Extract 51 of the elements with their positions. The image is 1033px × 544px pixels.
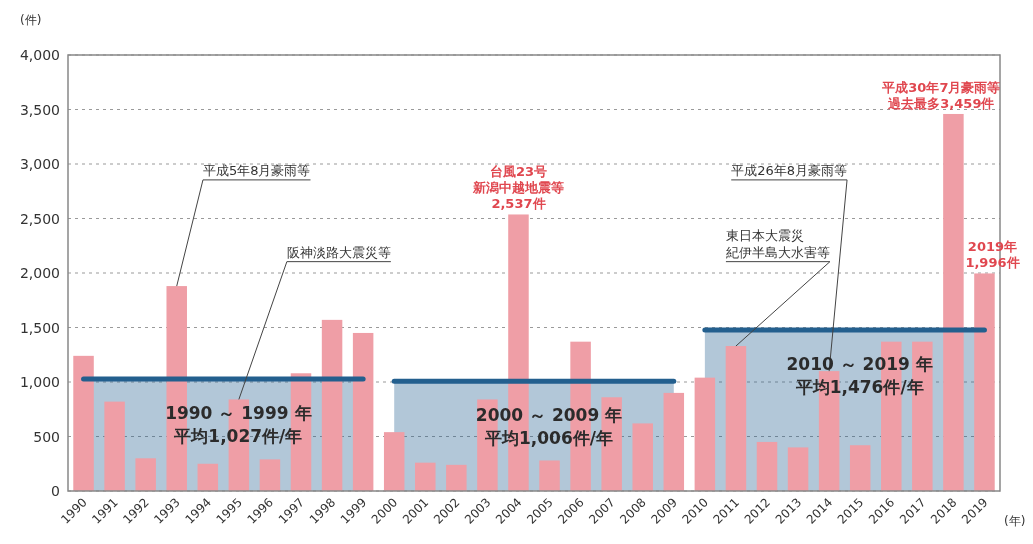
bar (756, 441, 778, 491)
annotation: 東日本大震災 (725, 228, 804, 244)
annotation: 紀伊半島大水害等 (725, 244, 830, 260)
bar (135, 458, 156, 491)
bar (415, 462, 436, 491)
bar (539, 460, 560, 491)
annotation: 平均1,476件/年 (795, 377, 924, 398)
bar (849, 445, 871, 491)
annotation: 過去最多3,459件 (888, 95, 995, 111)
bar (446, 464, 467, 491)
bar (352, 332, 374, 491)
y-tick-label: 0 (51, 483, 60, 499)
y-tick-label: 4,000 (19, 47, 60, 63)
y-tick-label: 2,000 (19, 265, 60, 281)
bar (73, 355, 94, 491)
annotation: 平均1,027件/年 (174, 426, 303, 446)
annotation: 1,996件 (965, 255, 1020, 271)
annotation: 台風23号 (489, 163, 547, 179)
bar (321, 319, 343, 491)
bar (259, 459, 281, 491)
bar (974, 273, 995, 491)
bar (663, 392, 685, 491)
annotation: 阪神淡路大震災等 (286, 244, 391, 260)
bar (197, 463, 219, 491)
bar (787, 447, 809, 491)
y-tick-label: 3,500 (19, 101, 60, 118)
y-tick-label: 2,500 (19, 210, 60, 227)
annotation: 平成26年8月豪雨等 (731, 162, 848, 178)
annotation: 2000 ～ 2009 年 (475, 405, 623, 426)
bar (943, 113, 964, 491)
y-tick-label: 1,000 (19, 374, 60, 390)
y-tick-label: 1,500 (19, 319, 60, 336)
bar (725, 346, 747, 491)
annotation: 平均1,006件/年 (485, 428, 613, 449)
annotation: 平成5年8月豪雨等 (202, 162, 311, 178)
annotation: 2010 ～ 2019 年 (786, 354, 933, 375)
annotation: 阪神淡路大震災等 (238, 244, 392, 400)
x-axis-title: (年) (1004, 514, 1026, 528)
bar (383, 432, 405, 491)
annotation: 平成30年7月豪雨等 (882, 79, 1001, 95)
annotation: 紀伊半島大水害等 (725, 244, 831, 347)
bar (694, 377, 716, 491)
y-tick-label: 500 (33, 428, 60, 445)
annotation: 1990 ～ 1999 年 (165, 403, 312, 424)
bar (632, 423, 653, 491)
y-tick-label: 3,000 (19, 156, 60, 172)
y-axis-title: (件) (20, 13, 42, 27)
annotation: 2019年 (967, 239, 1018, 255)
annotation: 2,537件 (491, 196, 546, 212)
annotation: 新潟中越地震等 (472, 180, 564, 196)
bar (104, 401, 125, 491)
